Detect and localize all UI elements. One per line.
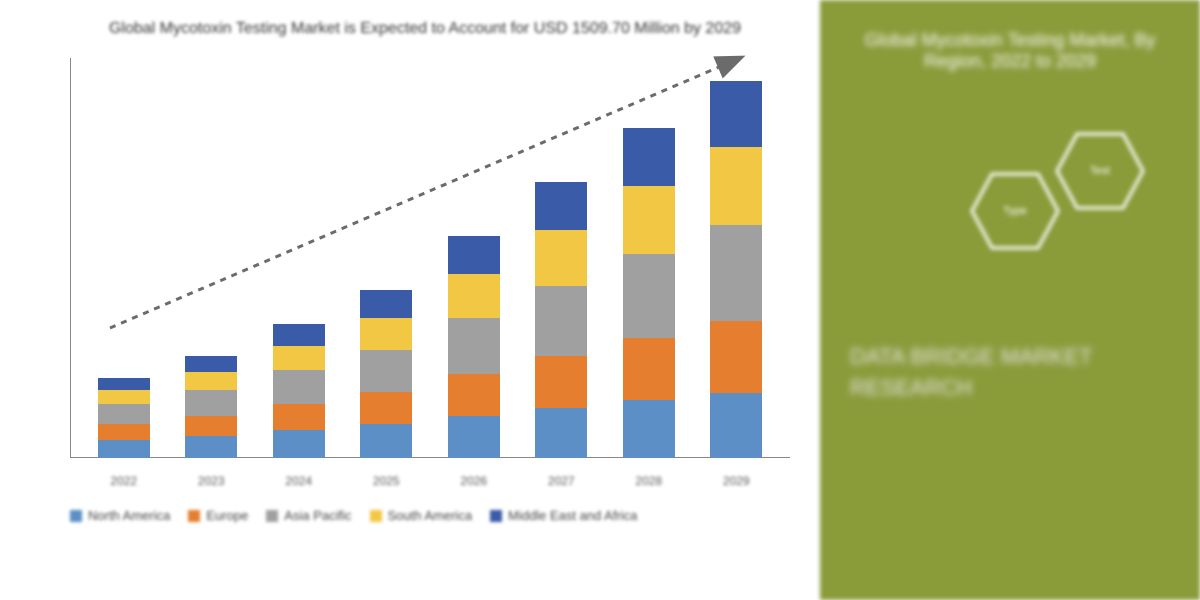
segment-south-america [710, 147, 762, 225]
legend-item: North America [70, 508, 170, 523]
segment-asia-pacific [448, 318, 500, 374]
bar-2025 [360, 290, 412, 458]
bar-2023 [185, 356, 237, 458]
x-label: 2023 [185, 474, 237, 488]
brand-line-2: RESEARCH [850, 373, 1170, 404]
segment-north-america [623, 400, 675, 458]
segment-middle-east-and-africa [623, 128, 675, 186]
legend-swatch [490, 510, 502, 522]
segment-south-america [273, 346, 325, 370]
segment-asia-pacific [273, 370, 325, 404]
chart-panel: Global Mycotoxin Testing Market is Expec… [0, 0, 820, 600]
brand-line-1: DATA BRIDGE MARKET [850, 342, 1170, 373]
brand-text: DATA BRIDGE MARKET RESEARCH [850, 342, 1170, 404]
segment-europe [185, 416, 237, 436]
legend-label: Asia Pacific [284, 508, 351, 523]
legend-label: Middle East and Africa [508, 508, 637, 523]
legend-item: Middle East and Africa [490, 508, 637, 523]
bar-2027 [535, 182, 587, 458]
segment-middle-east-and-africa [185, 356, 237, 372]
segment-europe [448, 374, 500, 416]
legend-item: Asia Pacific [266, 508, 351, 523]
segment-europe [535, 356, 587, 408]
x-axis-labels: 2022 2023 2024 2025 2026 2027 2028 2029 [70, 474, 790, 488]
segment-north-america [710, 393, 762, 458]
bar-2022 [98, 378, 150, 458]
segment-middle-east-and-africa [98, 378, 150, 390]
segment-asia-pacific [98, 404, 150, 424]
legend-label: South America [388, 508, 473, 523]
bars-container [70, 58, 790, 458]
segment-middle-east-and-africa [448, 236, 500, 274]
hexagon-graphic: Type Test [970, 122, 1170, 282]
segment-north-america [360, 424, 412, 458]
segment-europe [98, 424, 150, 440]
x-label: 2027 [535, 474, 587, 488]
segment-europe [623, 338, 675, 400]
legend-item: Europe [188, 508, 248, 523]
segment-middle-east-and-africa [273, 324, 325, 346]
legend-swatch [266, 510, 278, 522]
bar-2026 [448, 236, 500, 458]
segment-south-america [98, 390, 150, 404]
segment-south-america [448, 274, 500, 318]
segment-middle-east-and-africa [535, 182, 587, 230]
hexagon: Type [970, 172, 1060, 250]
segment-north-america [535, 408, 587, 458]
segment-asia-pacific [623, 254, 675, 338]
segment-asia-pacific [535, 286, 587, 356]
x-label: 2026 [448, 474, 500, 488]
bar-2029 [710, 81, 762, 458]
segment-north-america [98, 440, 150, 458]
x-label: 2028 [623, 474, 675, 488]
segment-south-america [185, 372, 237, 390]
x-label: 2029 [710, 474, 762, 488]
segment-north-america [185, 436, 237, 458]
x-label: 2025 [360, 474, 412, 488]
x-label: 2024 [273, 474, 325, 488]
segment-europe [273, 404, 325, 430]
segment-south-america [623, 186, 675, 254]
legend-label: North America [88, 508, 170, 523]
segment-asia-pacific [360, 350, 412, 392]
segment-north-america [448, 416, 500, 458]
hexagon: Test [1055, 132, 1145, 210]
bar-2024 [273, 324, 325, 458]
legend-swatch [188, 510, 200, 522]
legend-item: South America [370, 508, 473, 523]
hex-label: Type [1003, 205, 1027, 217]
segment-europe [360, 392, 412, 424]
x-label: 2022 [98, 474, 150, 488]
bar-2028 [623, 128, 675, 458]
legend-swatch [370, 510, 382, 522]
chart-title: Global Mycotoxin Testing Market is Expec… [60, 20, 790, 38]
side-title: Global Mycotoxin Testing Market, By Regi… [850, 30, 1170, 72]
side-panel: Global Mycotoxin Testing Market, By Regi… [820, 0, 1200, 600]
segment-middle-east-and-africa [360, 290, 412, 318]
hex-label: Test [1090, 165, 1110, 177]
segment-asia-pacific [710, 225, 762, 321]
segment-europe [710, 321, 762, 393]
legend-swatch [70, 510, 82, 522]
segment-south-america [360, 318, 412, 350]
segment-middle-east-and-africa [710, 81, 762, 147]
segment-asia-pacific [185, 390, 237, 416]
chart-area: 2022 2023 2024 2025 2026 2027 2028 2029 [70, 48, 790, 488]
legend-label: Europe [206, 508, 248, 523]
segment-south-america [535, 230, 587, 286]
legend: North America Europe Asia Pacific South Ame… [60, 508, 790, 523]
segment-north-america [273, 430, 325, 458]
